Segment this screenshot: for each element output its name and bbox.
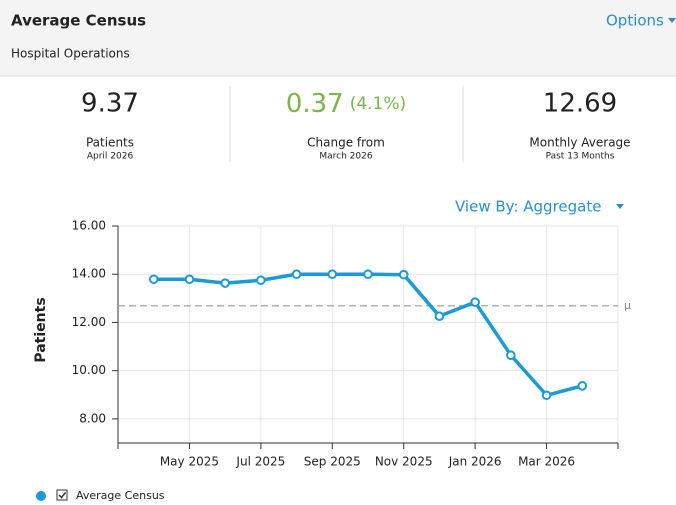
data-point [470, 297, 480, 307]
x-tick-label: Mar 2026 [518, 455, 575, 469]
view-by-caret [616, 204, 624, 209]
y-tick-label: 16.00 [72, 219, 106, 233]
data-point [434, 311, 445, 321]
y-tick-label: 14.00 [72, 267, 106, 281]
y-tick-label: 8.00 [79, 411, 106, 425]
x-tick-label: Nov 2025 [375, 455, 433, 469]
stat-sub: March 2026 [319, 152, 372, 162]
data-point [577, 381, 588, 391]
data-point [220, 278, 230, 288]
stat-value: 12.69 [543, 89, 617, 119]
legend-checkbox[interactable] [56, 489, 68, 501]
stat-value: 0.37 [286, 89, 344, 119]
x-tick-label: May 2025 [160, 455, 219, 469]
legend-label: Average Census [76, 489, 165, 502]
data-point [398, 269, 409, 280]
y-tick-label: 10.00 [72, 363, 106, 377]
check-icon [58, 492, 67, 499]
stat-sub: April 2026 [87, 152, 134, 162]
data-point [291, 269, 302, 280]
data-point [541, 390, 552, 401]
stat-sub: Past 13 Months [546, 152, 615, 162]
data-point [184, 274, 195, 285]
x-tick-label: Jul 2025 [235, 455, 285, 469]
widget-title: Average Census [11, 12, 146, 30]
view-by-button[interactable]: View By: Aggregate [455, 198, 601, 216]
header-bg [0, 0, 676, 76]
widget-subtitle: Hospital Operations [11, 47, 130, 61]
y-tick-label: 12.00 [72, 315, 106, 329]
series-line [153, 272, 583, 398]
stat-value: 9.37 [81, 89, 139, 119]
data-point [363, 269, 373, 280]
legend-swatch [36, 491, 46, 501]
stat-extra: (4.1%) [350, 94, 406, 114]
x-tick-label: Jan 2026 [448, 455, 502, 469]
mean-label: μ [624, 299, 631, 312]
plot-border [117, 225, 619, 444]
x-tick-label: Sep 2025 [304, 455, 361, 469]
y-axis-label: Patients [33, 297, 49, 362]
stat-value: 0.37 (4.1%) [286, 89, 406, 119]
data-point [506, 350, 516, 361]
data-point [256, 275, 266, 286]
stat-label: Patients [86, 136, 134, 150]
options-caret [668, 18, 676, 23]
stat-label: Monthly Average [529, 136, 630, 150]
data-point [148, 274, 159, 285]
data-point [327, 269, 338, 280]
stat-label: Change from [307, 136, 385, 150]
options-button[interactable]: Options [606, 12, 664, 30]
